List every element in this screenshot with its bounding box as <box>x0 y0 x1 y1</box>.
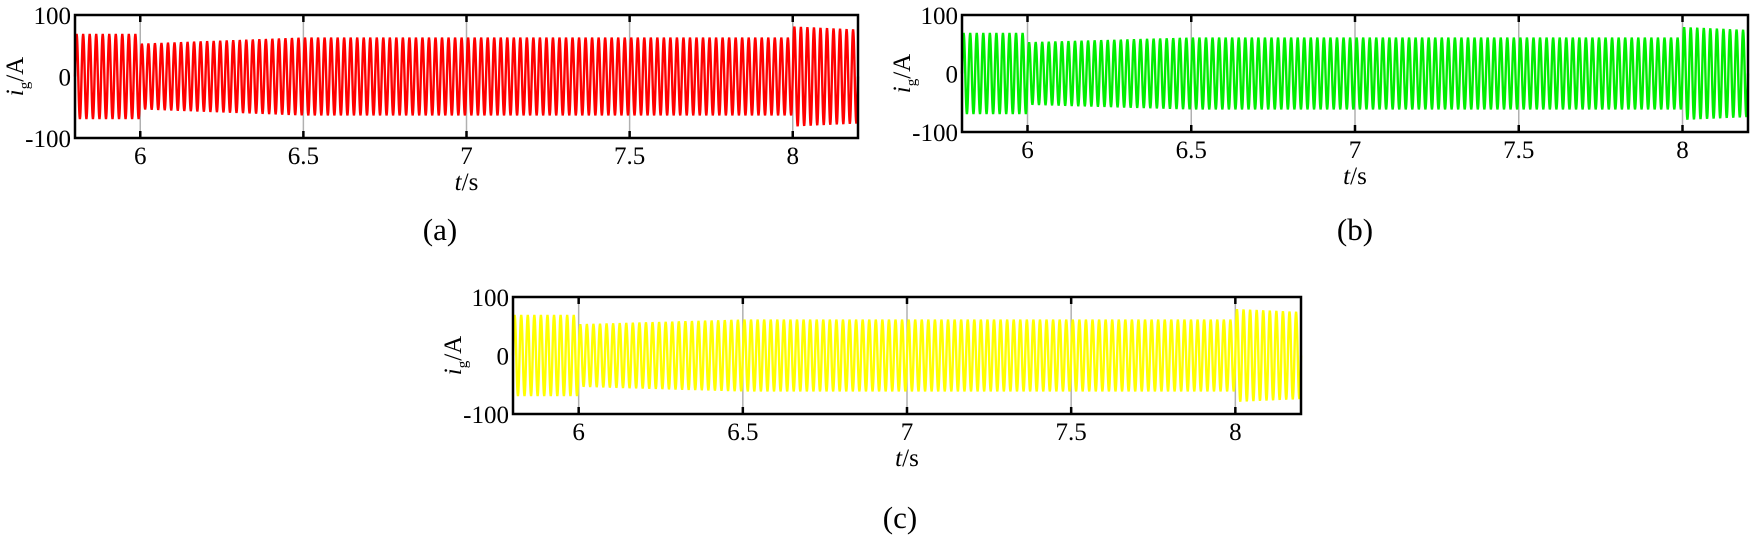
y-axis-label: ig/A <box>440 336 471 375</box>
x-tick-label: 6.5 <box>288 143 319 170</box>
x-tick-label: 7.5 <box>1503 137 1534 164</box>
x-tick-label: 7.5 <box>1056 419 1087 446</box>
x-tick-label: 7 <box>1349 137 1362 164</box>
chart-panel: 6 6.5 7 7.5 8 100 0 -100 t/s ig/A (c) <box>440 285 1303 535</box>
x-tick-label: 8 <box>1229 419 1242 446</box>
y-tick-label: 100 <box>921 3 959 30</box>
y-tick-label: -100 <box>25 126 71 153</box>
y-tick-label: -100 <box>912 120 958 147</box>
x-tick-label: 6 <box>1021 137 1034 164</box>
x-tick-label: 7 <box>460 143 473 170</box>
y-tick-label: 0 <box>59 65 72 92</box>
x-tick-label: 8 <box>787 143 800 170</box>
y-axis-label: ig/A <box>2 57 33 96</box>
x-tick-label: 6 <box>572 419 585 446</box>
panel-caption: (b) <box>1337 212 1373 247</box>
series-line <box>73 26 860 127</box>
x-tick-label: 6.5 <box>727 419 758 446</box>
x-tick-label: 8 <box>1676 137 1689 164</box>
y-tick-label: 100 <box>472 285 510 312</box>
y-tick-label: 0 <box>946 62 959 89</box>
chart-panel: 6 6.5 7 7.5 8 100 0 -100 t/s ig/A (b) <box>889 3 1750 247</box>
x-axis-label: t/s <box>455 169 479 196</box>
series-line <box>960 26 1750 120</box>
x-tick-label: 6 <box>134 143 147 170</box>
x-tick-label: 6.5 <box>1176 137 1207 164</box>
panel-caption: (c) <box>883 500 917 535</box>
chart-panel: 6 6.5 7 7.5 8 100 0 -100 t/s ig/A (a) <box>2 3 860 247</box>
y-tick-label: 0 <box>497 344 510 371</box>
x-tick-label: 7 <box>901 419 914 446</box>
x-axis-label: t/s <box>895 445 919 472</box>
y-tick-label: 100 <box>34 3 72 30</box>
y-tick-label: -100 <box>463 402 509 429</box>
panel-caption: (a) <box>423 212 457 247</box>
x-axis-label: t/s <box>1343 163 1367 190</box>
x-tick-label: 7.5 <box>614 143 645 170</box>
series-line <box>511 308 1303 402</box>
y-axis-label: ig/A <box>889 54 920 93</box>
